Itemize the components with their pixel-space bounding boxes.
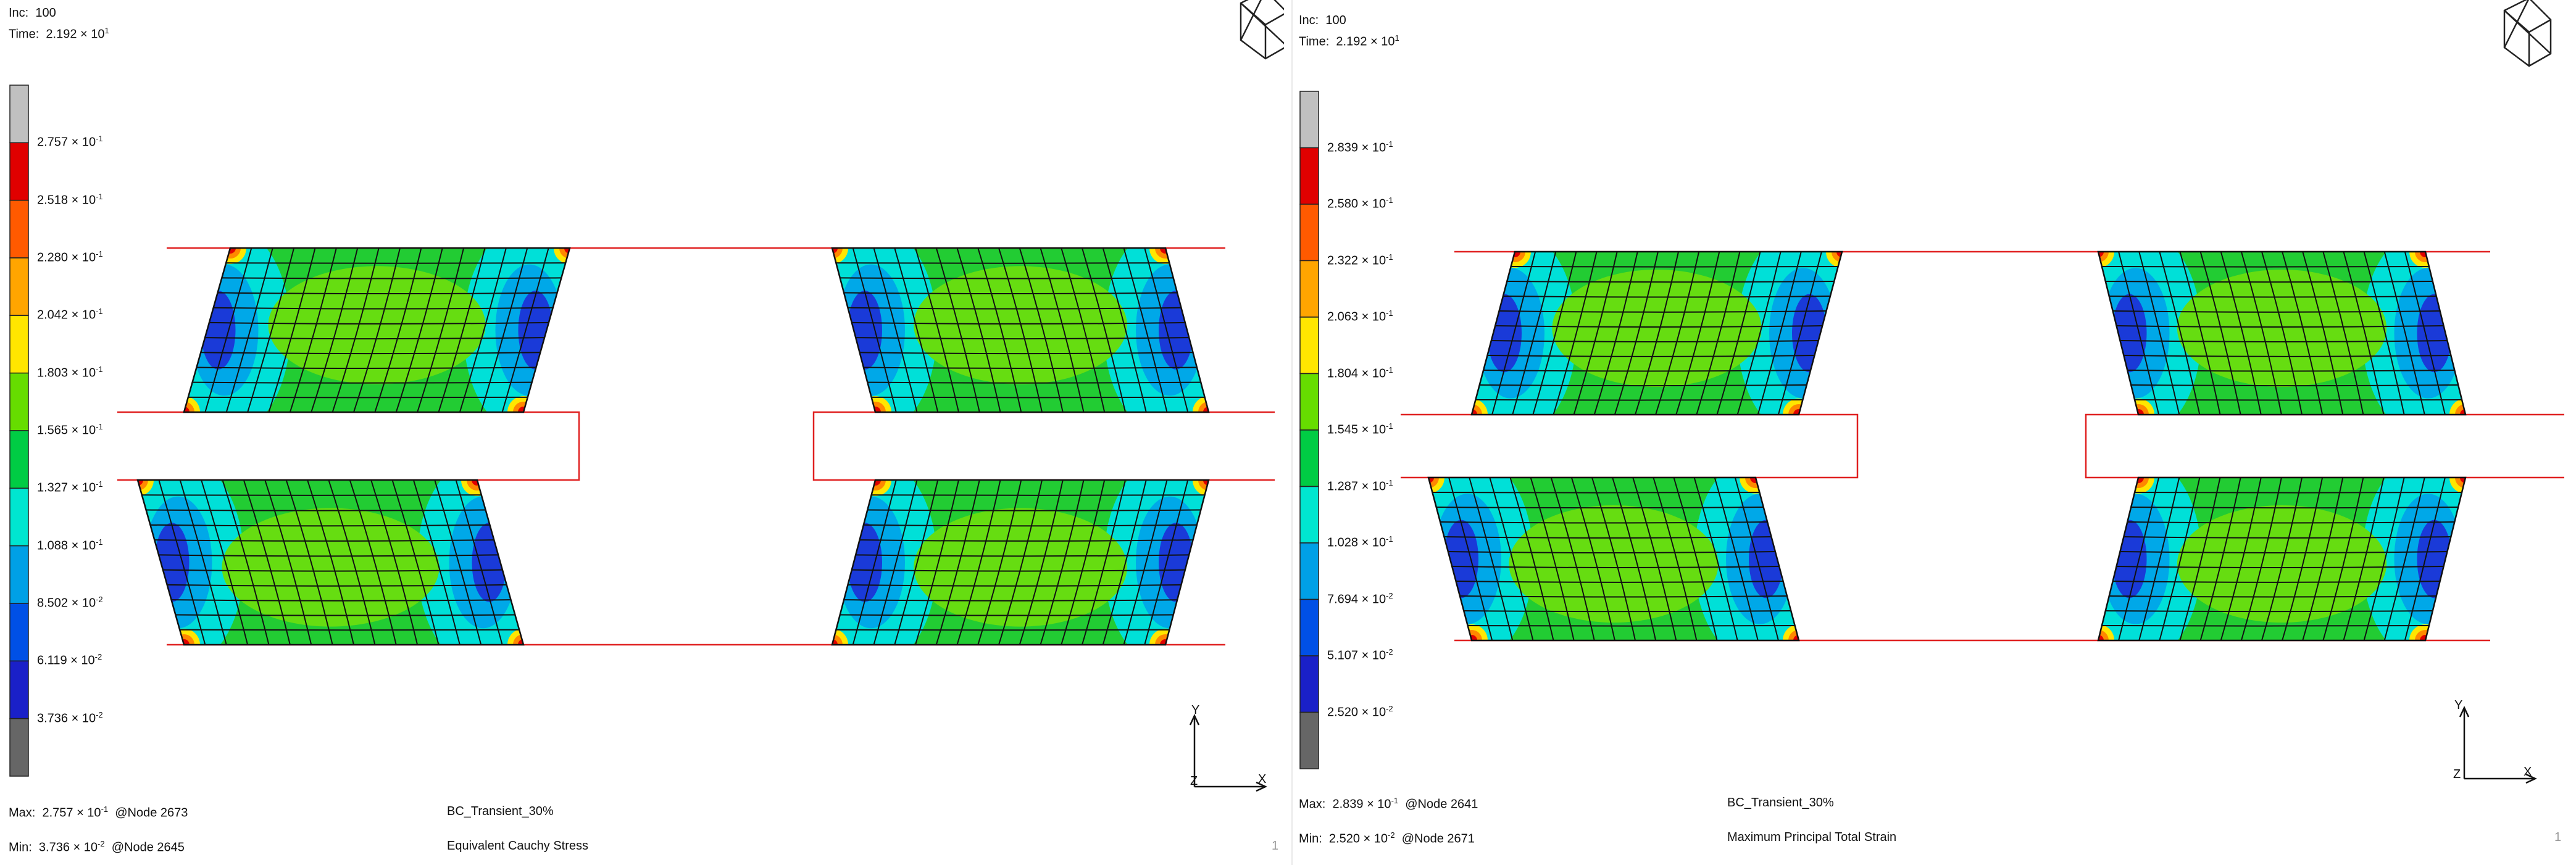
view-orientation-cube-icon[interactable] xyxy=(2503,0,2552,67)
legend-label: 2.322 × 10-1 xyxy=(1327,252,1393,268)
legend-label: 2.280 × 10-1 xyxy=(37,249,103,265)
mesh-block xyxy=(831,247,1210,413)
legend-label: 2.042 × 10-1 xyxy=(37,307,103,322)
legend-swatch xyxy=(1299,429,1319,487)
legend-swatch xyxy=(9,372,29,431)
axis-z-label: Z xyxy=(2453,768,2461,781)
axis-y-label: Y xyxy=(1191,703,1200,717)
legend-swatch xyxy=(1299,542,1319,600)
legend-swatch xyxy=(9,487,29,547)
mesh-block xyxy=(2097,476,2467,642)
min-readout: Min: 2.520 × 10-2 @Node 2671 xyxy=(1299,830,1475,846)
left-viewport[interactable] xyxy=(0,0,1284,865)
legend-label: 1.803 × 10-1 xyxy=(37,364,103,380)
axis-triad-icon xyxy=(2459,706,2537,784)
legend-label: 5.107 × 10-2 xyxy=(1327,647,1393,663)
legend-swatch xyxy=(9,142,29,201)
legend-swatch xyxy=(9,257,29,317)
page-number: 1 xyxy=(2554,830,2562,844)
legend-label: 2.520 × 10-2 xyxy=(1327,703,1393,719)
time-readout: Time: 2.192 × 101 xyxy=(1299,33,1399,49)
mesh-block xyxy=(1470,250,1843,416)
axis-y-label: Y xyxy=(2454,698,2463,712)
legend-swatch xyxy=(1299,655,1319,713)
result-quantity: Equivalent Cauchy Stress xyxy=(447,839,589,853)
axis-x-label: X xyxy=(1258,772,1267,786)
legend-label: 2.580 × 10-1 xyxy=(1327,196,1393,211)
legend-swatch xyxy=(1299,373,1319,431)
legend-label: 2.063 × 10-1 xyxy=(1327,308,1393,324)
legend-label: 1.545 × 10-1 xyxy=(1327,421,1393,437)
legend-label: 7.694 × 10-2 xyxy=(1327,590,1393,606)
legend-color-bar xyxy=(1299,91,1319,769)
legend-swatch xyxy=(1299,711,1319,769)
legend-swatch xyxy=(9,430,29,489)
legend-label: 1.088 × 10-1 xyxy=(37,537,103,553)
legend-color-bar xyxy=(9,85,29,777)
legend-swatch xyxy=(9,660,29,719)
axis-x-label: X xyxy=(2524,765,2532,779)
panel-divider xyxy=(1291,0,1293,865)
legend-label: 2.757 × 10-1 xyxy=(37,134,103,149)
legend-swatch xyxy=(1299,204,1319,262)
view-orientation-cube-icon[interactable] xyxy=(1240,0,1284,60)
legend-swatch xyxy=(1299,260,1319,318)
increment-readout: Inc: 100 xyxy=(1299,14,1346,27)
legend-swatch xyxy=(1299,317,1319,375)
legend-label: 1.287 × 10-1 xyxy=(1327,478,1393,494)
legend-swatch xyxy=(1299,486,1319,544)
legend-swatch xyxy=(9,85,29,144)
legend-label: 3.736 × 10-2 xyxy=(37,710,103,726)
result-quantity: Maximum Principal Total Strain xyxy=(1727,830,1897,844)
right-result-panel: Inc: 100 Time: 2.192 × 101 2.839 × 10-1 2… xyxy=(1293,0,2576,865)
legend-label: 6.119 × 10-2 xyxy=(37,652,102,668)
time-readout: Time: 2.192 × 101 xyxy=(9,26,109,41)
legend-label: 1.565 × 10-1 xyxy=(37,422,103,437)
legend-swatch xyxy=(9,315,29,374)
mesh-block xyxy=(183,247,571,413)
increment-readout: Inc: 100 xyxy=(9,6,56,20)
max-readout: Max: 2.757 × 10-1 @Node 2673 xyxy=(9,805,188,820)
axis-z-label: Z xyxy=(1190,774,1198,788)
legend-swatch xyxy=(9,718,29,777)
legend-label: 2.839 × 10-1 xyxy=(1327,139,1393,155)
mesh-block xyxy=(2097,250,2467,416)
legend-swatch xyxy=(1299,147,1319,205)
page-number: 1 xyxy=(1272,839,1279,853)
job-name: BC_Transient_30% xyxy=(447,805,554,818)
legend-label: 8.502 × 10-2 xyxy=(37,595,103,610)
max-readout: Max: 2.839 × 10-1 @Node 2641 xyxy=(1299,796,1478,811)
legend-swatch xyxy=(1299,598,1319,656)
axis-triad-icon xyxy=(1189,714,1267,792)
legend-swatch xyxy=(9,545,29,604)
legend-swatch xyxy=(9,603,29,662)
legend-label: 2.518 × 10-1 xyxy=(37,191,103,207)
job-name: BC_Transient_30% xyxy=(1727,796,1834,809)
left-result-panel: Inc: 100 Time: 2.192 × 101 2.757 × 10-1 2… xyxy=(0,0,1284,865)
legend-label: 1.804 × 10-1 xyxy=(1327,365,1393,381)
legend-swatch xyxy=(9,199,29,259)
right-viewport[interactable] xyxy=(1293,0,2576,865)
legend-swatch xyxy=(1299,91,1319,149)
legend-label: 1.327 × 10-1 xyxy=(37,479,103,495)
legend-label: 1.028 × 10-1 xyxy=(1327,534,1393,550)
mesh-block xyxy=(136,479,525,646)
min-readout: Min: 3.736 × 10-2 @Node 2645 xyxy=(9,839,185,855)
mesh-block xyxy=(1427,476,1800,642)
mesh-block xyxy=(831,479,1210,646)
